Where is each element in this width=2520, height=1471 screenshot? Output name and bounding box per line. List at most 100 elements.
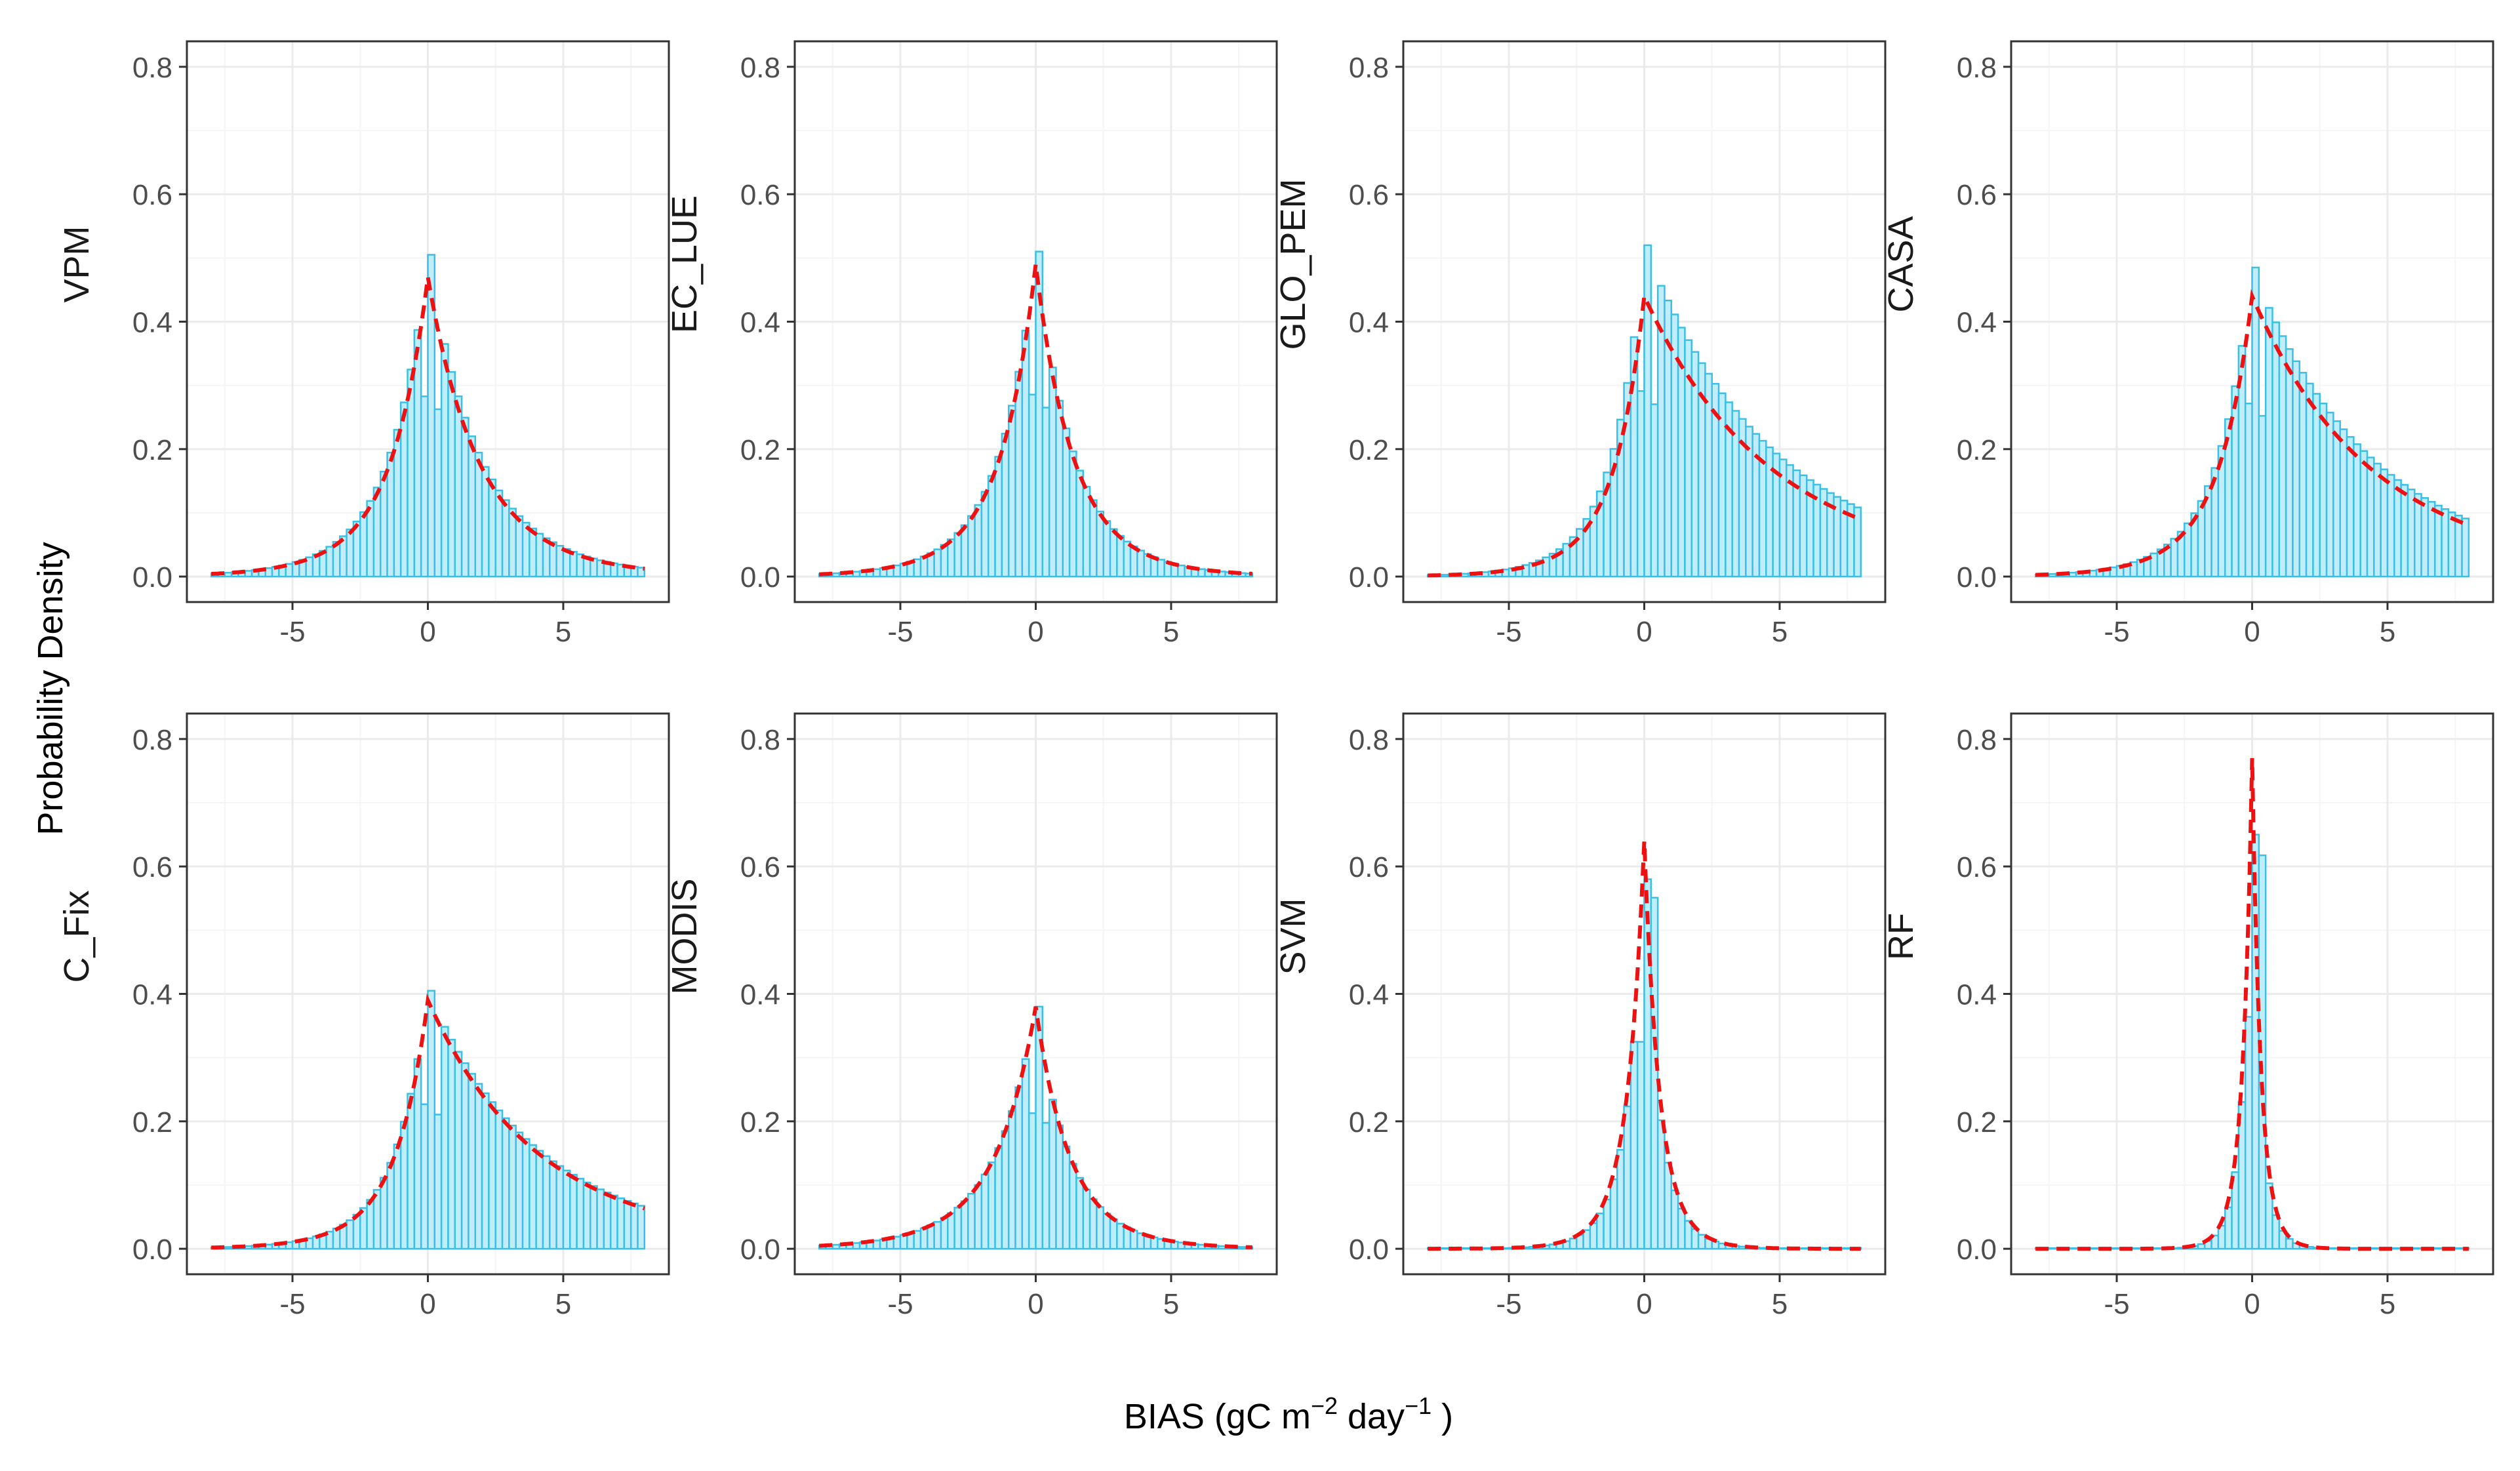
histogram-bar: [1670, 1189, 1679, 1250]
histogram-bar: [1819, 1247, 1828, 1250]
histogram-bar: [2386, 474, 2395, 578]
histogram-bar: [1089, 1198, 1098, 1250]
x-axis-title-sup2: −1: [1405, 1392, 1431, 1419]
histogram-bar: [2400, 484, 2409, 578]
y-tick-label: 0.8: [1957, 724, 1997, 756]
panel-label: VPM: [57, 226, 96, 302]
histogram-bar: [1096, 510, 1104, 578]
histogram-bar: [1177, 564, 1186, 578]
histogram-bar: [2447, 512, 2456, 578]
y-tick-label: 0.4: [1957, 979, 1997, 1011]
y-tick-label: 0.6: [1349, 851, 1389, 883]
y-tick-label: 0.2: [1957, 434, 1997, 466]
histogram-bar: [927, 1224, 935, 1250]
y-tick-label: 0.8: [740, 52, 780, 84]
density-curve: [1428, 841, 1861, 1251]
histogram-bar: [2346, 436, 2355, 578]
histogram-bar: [379, 1177, 388, 1250]
x-axis-title-sup1: −2: [1311, 1392, 1338, 1419]
histogram-bar: [359, 511, 368, 578]
y-tick-label: 0.6: [740, 179, 780, 211]
histogram-bar: [1664, 1161, 1673, 1250]
histogram-bar: [1237, 1246, 1247, 1250]
histogram-bar: [2298, 372, 2308, 578]
histogram-bar: [535, 1150, 544, 1250]
panel-label: EC_LUE: [665, 195, 704, 333]
histogram-bar: [1799, 1247, 1808, 1250]
panel-label: CASA: [1881, 216, 1921, 312]
histogram-bar: [427, 990, 436, 1250]
histogram-bar: [994, 1147, 1003, 1250]
histogram-bar: [872, 1239, 881, 1250]
histogram-bar: [1630, 1041, 1639, 1250]
x-tick-label: 0: [1028, 616, 1043, 648]
histogram-bar: [2197, 500, 2206, 578]
histogram-bar: [1014, 371, 1024, 578]
histogram-bar: [1217, 1245, 1226, 1250]
panel-label: C_Fix: [57, 890, 96, 982]
histogram-bar: [2170, 538, 2179, 578]
histogram-bar: [1014, 1086, 1024, 1250]
histogram-bar: [616, 1197, 626, 1250]
histogram-bar: [1055, 1124, 1064, 1250]
x-tick-label: 5: [1772, 1288, 1788, 1320]
histogram-bar: [1758, 1247, 1767, 1250]
histogram-bar: [974, 1184, 983, 1250]
histogram-bar: [1440, 574, 1449, 578]
y-tick-label: 0.0: [740, 561, 780, 594]
histogram-bar: [454, 1051, 463, 1250]
histogram-bar: [852, 1242, 861, 1250]
x-tick-label: 5: [2380, 616, 2395, 648]
histogram-bar: [919, 555, 929, 578]
density-curve: [211, 993, 645, 1250]
y-tick-label: 0.6: [1957, 179, 1997, 211]
y-tick-label: 0.4: [1957, 307, 1997, 339]
histogram-bar: [521, 1138, 530, 1250]
histogram-bar: [2420, 497, 2430, 578]
histogram-bar: [623, 1199, 632, 1250]
y-tick-label: 0.4: [132, 979, 172, 1011]
x-tick-label: 0: [420, 616, 435, 648]
histogram-bar: [899, 1234, 908, 1250]
histogram-bar: [1670, 313, 1679, 578]
histogram-bar: [637, 567, 646, 578]
histogram-bar: [596, 1188, 605, 1250]
y-tick-label: 0.4: [1349, 979, 1389, 1011]
histogram-bar: [474, 451, 483, 578]
histogram-bar: [1001, 432, 1010, 578]
histogram-bar: [413, 329, 422, 578]
histogram-bar: [2089, 1247, 2098, 1250]
panel-label: GLO_PEM: [1273, 178, 1313, 350]
histogram-bar: [2461, 517, 2470, 578]
x-tick-label: -5: [279, 1288, 305, 1320]
histogram-bar: [852, 571, 861, 578]
x-tick-label: -5: [279, 616, 305, 648]
histogram-bar: [1028, 1112, 1037, 1250]
y-tick-label: 0.6: [132, 179, 172, 211]
histogram-bar: [2197, 1243, 2206, 1250]
histogram-bar: [1643, 244, 1652, 578]
histogram-bar: [1677, 1207, 1686, 1250]
histogram-bar: [1109, 528, 1118, 578]
histogram-bar: [1650, 403, 1659, 578]
histogram-bar: [1562, 542, 1571, 578]
histogram-bar: [1589, 506, 1598, 578]
histogram-bar: [953, 1207, 963, 1250]
panel-vpm: 0.0 0.2 0.4 0.6 0.8 -5 0 5 VPM: [57, 40, 670, 648]
histogram-bar: [1075, 1177, 1085, 1250]
x-axis-title-main: BIAS (gC m: [1124, 1397, 1311, 1436]
histogram-bar: [2258, 414, 2267, 578]
histogram-bar: [967, 1192, 976, 1250]
histogram-bars: [210, 254, 646, 578]
histogram-bar: [325, 546, 334, 578]
histogram-bar: [2393, 479, 2402, 578]
histogram-bar: [2393, 1247, 2402, 1250]
histogram-bar: [555, 1165, 565, 1250]
histogram-bar: [2366, 456, 2375, 578]
histogram-bar: [1041, 1121, 1050, 1250]
histogram-bar: [535, 533, 544, 578]
y-tick-label: 0.2: [1957, 1106, 1997, 1139]
histogram-bar: [1062, 1145, 1071, 1250]
histogram-bar: [515, 515, 524, 578]
